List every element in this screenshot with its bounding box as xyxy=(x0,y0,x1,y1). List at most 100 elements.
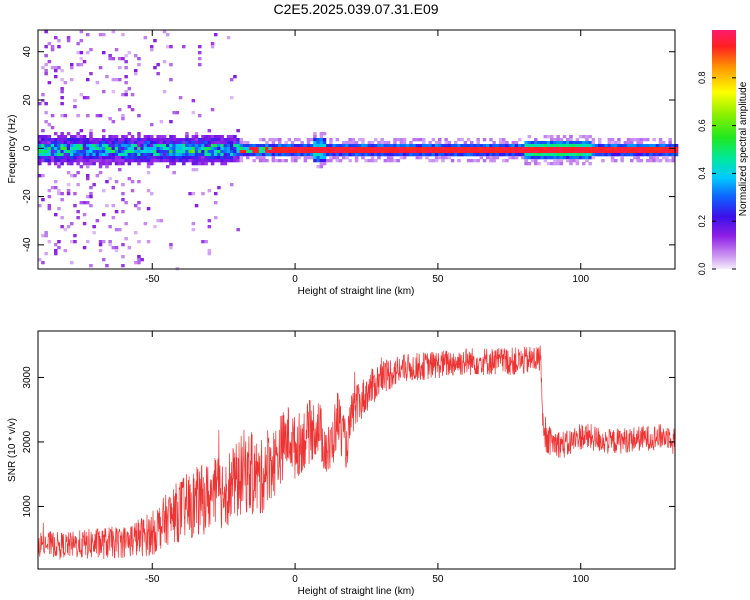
spectrogram-cell xyxy=(73,135,77,139)
spectrogram-cell xyxy=(54,69,58,73)
spectrogram-cell xyxy=(639,144,644,148)
spectrogram-cell xyxy=(306,141,311,145)
spectrogram-cell xyxy=(57,66,61,70)
spectrogram-cell xyxy=(537,147,541,151)
spectrogram-cell xyxy=(124,222,128,226)
spectrogram-cell xyxy=(610,144,615,148)
spectrogram-cell xyxy=(572,150,576,154)
spectrogram-cell xyxy=(447,156,452,160)
spectrogram-cell xyxy=(671,156,676,160)
spectrogram-cell xyxy=(402,147,407,151)
spectrogram-cell xyxy=(607,144,612,148)
spectrogram-cell xyxy=(326,147,330,151)
spectrogram-cell xyxy=(54,243,58,247)
spectrogram-cell xyxy=(102,162,106,166)
spectrogram-cell xyxy=(559,141,564,145)
spectrogram-cell xyxy=(191,159,196,163)
colorbar-ticks: 0.00.20.40.60.8 xyxy=(697,72,736,276)
spectrogram-cell xyxy=(140,138,144,142)
spectrogram-cell xyxy=(79,129,84,133)
spectrogram-cell xyxy=(76,144,80,148)
spectrogram-cell xyxy=(137,255,141,259)
spectrogram-cell xyxy=(322,132,327,136)
spectrogram-cell xyxy=(82,246,87,250)
spectrogram-cell xyxy=(505,150,509,154)
spectrogram-cell xyxy=(226,36,231,40)
spectrogram-cell xyxy=(66,159,71,163)
spectrogram-cell xyxy=(521,153,525,157)
spectrogram-cell xyxy=(201,147,205,151)
spectrogram-cell xyxy=(166,153,170,157)
spectrogram-cell xyxy=(652,159,656,163)
spectrogram-cell xyxy=(108,153,112,157)
spectrogram-cell xyxy=(614,141,618,145)
spectrogram-cell xyxy=(620,153,624,157)
spectrogram-cell xyxy=(553,141,557,145)
spectrogram-cell xyxy=(191,222,196,226)
spectrogram-cell xyxy=(169,78,173,82)
spectrogram-cell xyxy=(44,159,48,163)
spectrogram-cell xyxy=(380,150,384,154)
spectrogram-cell xyxy=(124,135,128,139)
spectrogram-cell xyxy=(671,153,676,157)
spectrogram-cell xyxy=(175,111,180,115)
spectrogram-cell xyxy=(502,144,506,148)
spectrogram-cell xyxy=(210,138,215,142)
colorbar-tick-label: 0.0 xyxy=(697,263,707,276)
spectrogram-cell xyxy=(121,138,125,142)
spectrogram-cell xyxy=(262,144,266,148)
spectrogram-cell xyxy=(294,159,298,163)
spectrogram-cell xyxy=(137,63,141,67)
spectrogram-cell xyxy=(118,144,122,148)
spectrogram-cell xyxy=(521,144,525,148)
spectrogram-cell xyxy=(447,153,452,157)
spectrogram-cell xyxy=(127,132,132,136)
spectrogram-cell xyxy=(134,147,138,151)
spectrogram-cell xyxy=(585,159,589,163)
spectrogram-cell xyxy=(284,150,288,154)
spectrogram-cell xyxy=(582,135,586,139)
spectrogram-cell xyxy=(322,162,327,166)
spectrogram-cell xyxy=(332,147,336,151)
spectrogram-cell xyxy=(377,156,381,160)
spectrogram-cell xyxy=(476,141,480,145)
spectrogram-cell xyxy=(118,162,122,166)
spectrogram-cell xyxy=(444,150,448,154)
spectrogram-cell xyxy=(582,147,586,151)
spectrogram-cell xyxy=(86,144,90,148)
spectrogram-cell xyxy=(489,156,493,160)
spectrogram-cell xyxy=(380,141,384,145)
spectrogram-cell xyxy=(124,54,128,58)
spectrogram-cell xyxy=(57,150,61,154)
spectrogram-cell xyxy=(566,147,570,151)
spectrogram-cell xyxy=(70,261,74,265)
spectrogram-cell xyxy=(121,135,125,139)
spectrogram-cell xyxy=(361,144,365,148)
spectrogram-cell xyxy=(50,126,55,130)
spectrogram-cell xyxy=(537,141,541,145)
spectrogram-cell xyxy=(188,141,192,145)
spectrogram-cell xyxy=(182,159,186,163)
spectrogram-cell xyxy=(70,222,74,226)
spectrogram-cell xyxy=(278,138,282,142)
spectrogram-cell xyxy=(649,150,653,154)
spectrogram-cell xyxy=(332,153,336,157)
spectrogram-cell xyxy=(230,144,234,148)
spectrogram-cell xyxy=(553,159,557,163)
spectrogram-cell xyxy=(550,141,554,145)
spectrogram-cell xyxy=(575,153,580,157)
spectrogram-cell xyxy=(223,147,228,151)
spectrogram-cell xyxy=(505,153,509,157)
spectrogram-cell xyxy=(217,135,221,139)
spectrogram-cell xyxy=(249,153,253,157)
spectrogram-cell xyxy=(217,147,221,151)
spectrogram-cell xyxy=(130,156,135,160)
spectrogram-cell xyxy=(585,135,589,139)
spectrogram-cell xyxy=(66,147,71,151)
spectrogram-cell xyxy=(76,141,80,145)
spectrogram-cell xyxy=(367,153,372,157)
spectrogram-cell xyxy=(236,153,240,157)
x-tick-label: -50 xyxy=(145,574,160,585)
spectrogram-cell xyxy=(150,159,154,163)
spectrogram-cell xyxy=(326,144,330,148)
